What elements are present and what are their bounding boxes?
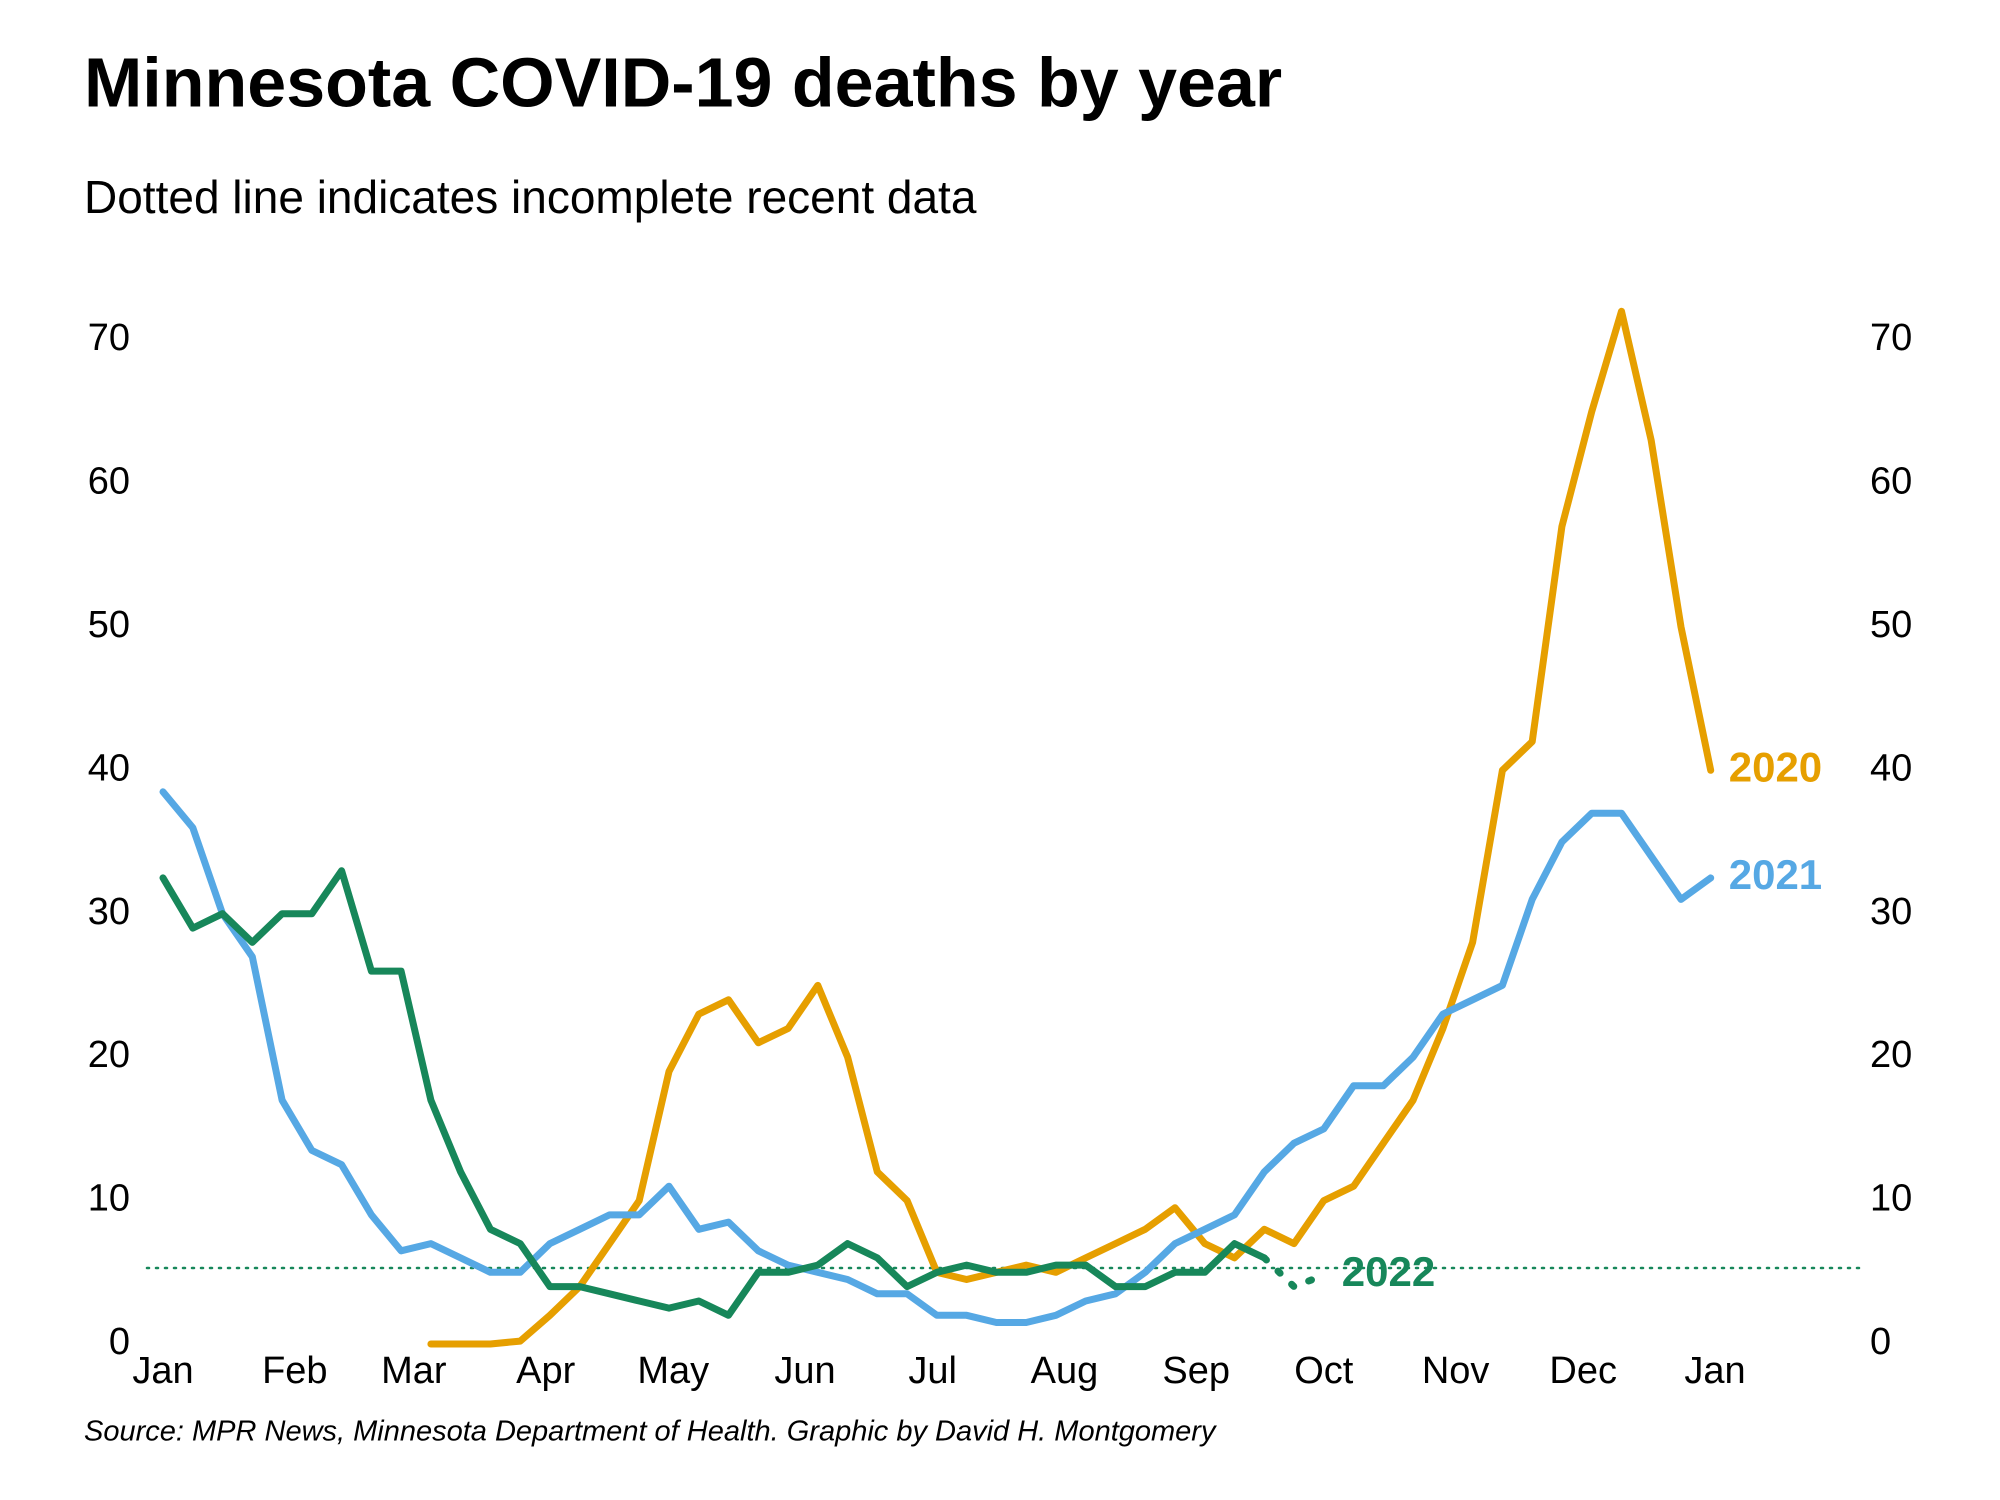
y2-tick-label: 60 [1870,460,1912,502]
y2-tick-label: 0 [1870,1321,1891,1363]
y-tick-label: 0 [109,1321,130,1363]
y-tick-label: 50 [88,604,130,646]
y2-tick-label: 40 [1870,747,1912,789]
y2-tick-label: 70 [1870,317,1912,359]
y2-tick-label: 20 [1870,1034,1912,1076]
series-line [159,788,1715,1326]
y-tick-label: 40 [88,747,130,789]
x-tick-label: Jul [908,1350,957,1392]
x-tick-label: Sep [1162,1350,1230,1392]
y-tick-label: 70 [88,317,130,359]
y-tick-label: 10 [88,1178,130,1220]
x-tick-label: Aug [1031,1350,1099,1392]
series-line-incomplete [1260,1254,1328,1291]
y2-tick-label: 50 [1870,604,1912,646]
x-tick-label: Dec [1549,1350,1617,1392]
series-label: 2022 [1342,1248,1435,1295]
y-tick-label: 30 [88,891,130,933]
x-tick-label: Jan [132,1350,193,1392]
y-tick-label: 20 [88,1034,130,1076]
x-tick-label: Mar [381,1350,447,1392]
x-tick-label: May [637,1350,709,1392]
x-tick-label: Feb [262,1350,327,1392]
x-tick-label: Jan [1684,1350,1745,1392]
series-line [427,307,1715,1348]
x-tick-label: Jun [774,1350,835,1392]
series-label: 2020 [1729,743,1822,790]
chart-title: Minnesota COVID-19 deaths by year [84,43,1282,121]
source-note: Source: MPR News, Minnesota Department o… [84,1416,1217,1448]
x-tick-label: Oct [1294,1350,1354,1392]
chart-subtitle: Dotted line indicates incomplete recent … [84,171,977,223]
y-tick-label: 60 [88,460,130,502]
y2-tick-label: 10 [1870,1178,1912,1220]
x-tick-label: Apr [516,1350,575,1392]
x-tick-label: Nov [1422,1350,1490,1392]
series-label: 2021 [1729,851,1822,898]
series-line [159,867,1268,1319]
y2-tick-label: 30 [1870,891,1912,933]
